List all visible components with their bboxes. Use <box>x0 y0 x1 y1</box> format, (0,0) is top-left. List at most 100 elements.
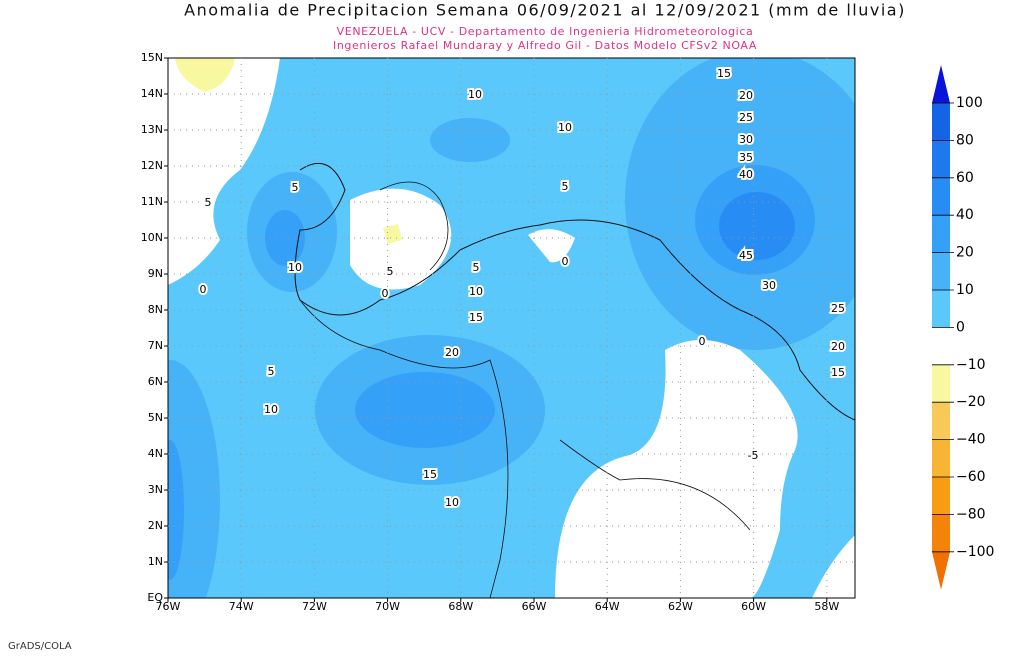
colorbar-label: −40 <box>956 432 986 448</box>
y-axis-label: 3N <box>148 483 163 496</box>
contour-area <box>719 192 795 260</box>
contour-label: 10 <box>264 403 278 416</box>
contour-label: 5 <box>205 196 212 209</box>
x-axis-label: 60W <box>741 600 766 613</box>
negative-area <box>168 58 280 285</box>
y-axis-label: 9N <box>148 267 163 280</box>
colorbar-segment <box>932 402 950 440</box>
contour-label: 10 <box>445 496 459 509</box>
colorbar-segment <box>932 215 950 253</box>
colorbar-label: 60 <box>956 170 974 186</box>
x-axis-label: 76W <box>156 600 181 613</box>
y-axis-label: EQ <box>147 591 163 604</box>
coastline <box>294 162 855 421</box>
negative-area <box>528 229 575 263</box>
subtitle: Ingenieros Rafael Mundaray y Alfredo Gil… <box>333 39 757 52</box>
contour-label: 0 <box>382 287 389 300</box>
colorbar-segment <box>932 252 950 290</box>
colorbar-arrow <box>932 551 950 590</box>
contour-label: 25 <box>831 302 845 315</box>
subtitle: VENEZUELA - UCV - Departamento de Ingeni… <box>337 25 754 38</box>
y-axis-label: 4N <box>148 447 163 460</box>
contour-label: 5 <box>268 365 275 378</box>
contour-label: 10 <box>468 88 482 101</box>
grid <box>164 57 855 602</box>
colorbar-segment <box>932 364 950 403</box>
contour-label: 5 <box>562 180 569 193</box>
contour-label: -5 <box>748 449 759 462</box>
contour-label: 45 <box>739 249 753 262</box>
x-axis-label: 74W <box>229 600 254 613</box>
colorbar-label: −10 <box>956 357 986 373</box>
x-axis-label: 62W <box>668 600 693 613</box>
y-axis-label: 10N <box>141 231 163 244</box>
colorbar-segment <box>932 514 950 552</box>
x-axis-label: 66W <box>522 600 547 613</box>
colorbar-segment <box>932 327 950 365</box>
y-axis-label: 13N <box>141 123 163 136</box>
contour-area <box>355 372 495 448</box>
x-axis-label: 68W <box>448 600 473 613</box>
colorbar-label: 100 <box>956 95 983 111</box>
colorbar-label: 0 <box>956 319 965 335</box>
contour-label: 20 <box>831 340 845 353</box>
colorbar-segment <box>932 140 950 178</box>
y-axis-label: 14N <box>141 87 163 100</box>
contour-label: 0 <box>200 283 207 296</box>
contour-label: 10 <box>558 121 572 134</box>
y-axis-label: 1N <box>148 555 163 568</box>
contour-label: 30 <box>762 279 776 292</box>
contour-label: 10 <box>469 285 483 298</box>
colorbar-arrow <box>932 65 950 103</box>
y-axis-label: 5N <box>148 411 163 424</box>
contour-label: 30 <box>739 133 753 146</box>
colorbar-label: −100 <box>956 544 994 560</box>
colorbar-label: 10 <box>956 282 974 298</box>
contour-label: 5 <box>292 181 299 194</box>
contour-area <box>430 118 510 162</box>
contour-label: 20 <box>445 346 459 359</box>
colorbar-label: −20 <box>956 394 986 410</box>
contour-label: 15 <box>831 366 845 379</box>
y-axis-label: 15N <box>141 51 163 64</box>
x-axis-label: 72W <box>302 600 327 613</box>
positive-anomaly <box>175 58 235 92</box>
y-axis-label: 11N <box>141 195 163 208</box>
contour-label: 35 <box>739 151 753 164</box>
contour-area <box>265 210 305 266</box>
colorbar-segment <box>932 439 950 477</box>
colorbar-label: 20 <box>956 245 974 261</box>
colorbar-label: −80 <box>956 506 986 522</box>
border <box>299 181 751 598</box>
y-axis-label: 6N <box>148 375 163 388</box>
contour-label: 5 <box>387 265 394 278</box>
colorbar-label: 80 <box>956 132 974 148</box>
map-frame <box>167 57 856 599</box>
x-axis-label: 70W <box>375 600 400 613</box>
x-axis-label: 58W <box>814 600 839 613</box>
negative-area <box>555 340 798 598</box>
colorbar-segment <box>932 103 950 141</box>
contour-label: 15 <box>717 67 731 80</box>
y-axis-label: 12N <box>141 159 163 172</box>
colorbar-segment <box>932 477 950 515</box>
footer: GrADS/COLA <box>8 641 72 652</box>
colorbar-segment <box>932 177 950 216</box>
contour-label: 40 <box>739 168 753 181</box>
contour-area <box>168 440 184 580</box>
title: Anomalia de Precipitacion Semana 06/09/2… <box>184 1 906 20</box>
y-axis-label: 7N <box>148 339 163 352</box>
colorbar-label: −60 <box>956 469 986 485</box>
contour-label: 10 <box>288 261 302 274</box>
colorbar-label: 40 <box>956 207 974 223</box>
x-axis-label: 64W <box>595 600 620 613</box>
negative-area <box>812 535 855 598</box>
y-axis-label: 8N <box>148 303 163 316</box>
contour-label: 20 <box>739 89 753 102</box>
contour-label: 0 <box>699 335 706 348</box>
y-axis-label: 2N <box>148 519 163 532</box>
contour-label: 15 <box>469 311 483 324</box>
contour-label: 25 <box>739 111 753 124</box>
